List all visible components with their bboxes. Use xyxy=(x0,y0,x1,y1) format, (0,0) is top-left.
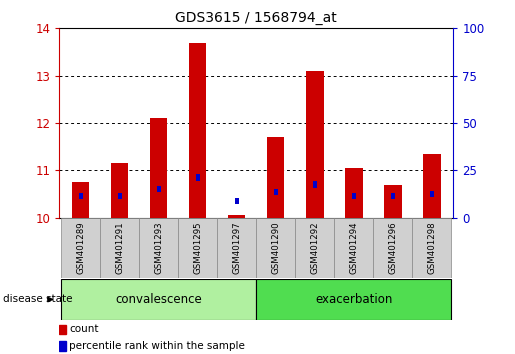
Text: GSM401294: GSM401294 xyxy=(349,222,358,274)
Bar xyxy=(256,218,295,278)
Title: GDS3615 / 1568794_at: GDS3615 / 1568794_at xyxy=(175,11,337,24)
Bar xyxy=(157,186,161,192)
Bar xyxy=(196,175,200,181)
Bar xyxy=(178,218,217,278)
Text: GSM401298: GSM401298 xyxy=(427,222,436,274)
Bar xyxy=(345,168,363,218)
Bar xyxy=(61,279,256,320)
Text: percentile rank within the sample: percentile rank within the sample xyxy=(69,341,245,351)
Text: count: count xyxy=(69,325,98,335)
Bar xyxy=(352,193,356,200)
Bar xyxy=(267,137,284,218)
Bar xyxy=(295,218,334,278)
Text: GSM401291: GSM401291 xyxy=(115,222,124,274)
Bar xyxy=(235,198,238,204)
Bar xyxy=(412,218,451,278)
Bar xyxy=(189,42,207,218)
Bar xyxy=(256,279,451,320)
Bar xyxy=(118,193,122,200)
Bar xyxy=(139,218,178,278)
Text: GSM401290: GSM401290 xyxy=(271,222,280,274)
Text: GSM401293: GSM401293 xyxy=(154,222,163,274)
Bar xyxy=(384,184,402,218)
Bar xyxy=(306,71,323,218)
Text: GSM401289: GSM401289 xyxy=(76,222,85,274)
Bar xyxy=(59,325,66,334)
Text: disease state: disease state xyxy=(3,295,72,304)
Bar xyxy=(59,341,66,351)
Bar xyxy=(373,218,412,278)
Text: convalescence: convalescence xyxy=(115,293,202,306)
Bar xyxy=(111,163,128,218)
Bar xyxy=(391,193,394,200)
Bar xyxy=(228,215,246,218)
Bar xyxy=(79,193,82,200)
Bar xyxy=(423,154,440,218)
Bar xyxy=(150,118,167,218)
Bar xyxy=(334,218,373,278)
Text: GSM401292: GSM401292 xyxy=(310,222,319,274)
Bar xyxy=(430,191,434,197)
Bar xyxy=(274,189,278,195)
Bar xyxy=(72,182,90,218)
Text: exacerbation: exacerbation xyxy=(315,293,392,306)
Bar xyxy=(100,218,139,278)
Text: GSM401295: GSM401295 xyxy=(193,222,202,274)
Text: GSM401296: GSM401296 xyxy=(388,222,397,274)
Bar xyxy=(61,218,100,278)
Bar xyxy=(217,218,256,278)
Bar xyxy=(313,182,317,188)
Text: GSM401297: GSM401297 xyxy=(232,222,241,274)
